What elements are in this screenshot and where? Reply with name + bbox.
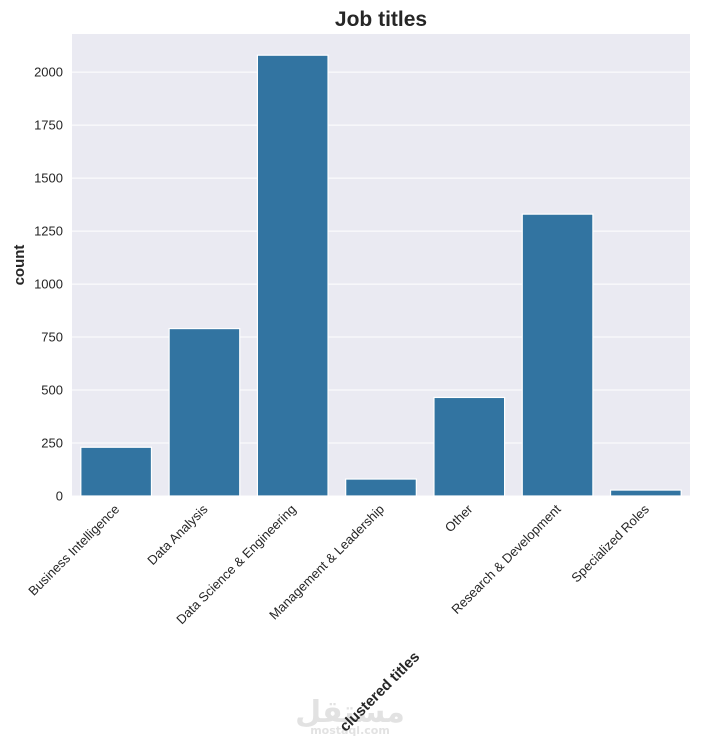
- bar: [80, 446, 153, 497]
- y-tick-label: 1250: [34, 224, 63, 239]
- y-tick-label: 500: [41, 383, 63, 398]
- y-tick-labels: 0 250 500 750 1000 1250 1500 1750 2000: [34, 65, 63, 504]
- x-tick-label: Data Analysis: [144, 501, 211, 568]
- y-tick-label: 1750: [34, 118, 63, 133]
- watermark-arabic: مستقل: [295, 695, 405, 730]
- x-tick-label: Business Intelligence: [25, 502, 122, 599]
- bar: [256, 54, 329, 497]
- plot-area: [72, 34, 690, 496]
- y-tick-label: 2000: [34, 65, 63, 80]
- bar: [168, 327, 241, 497]
- bar: [609, 489, 682, 497]
- y-tick-label: 1500: [34, 171, 63, 186]
- y-tick-label: 250: [41, 436, 63, 451]
- y-tick-label: 750: [41, 330, 63, 345]
- y-tick-label: 0: [56, 489, 63, 504]
- bar: [521, 213, 594, 497]
- y-axis-label: count: [11, 245, 28, 286]
- y-tick-label: 1000: [34, 277, 63, 292]
- bar: [433, 396, 506, 497]
- watermark: مستقل mostaql.com: [295, 695, 405, 737]
- x-tick-label: Other: [442, 501, 476, 535]
- bar: [345, 478, 417, 497]
- x-tick-label: Specialized Roles: [568, 501, 652, 585]
- watermark-latin: mostaql.com: [310, 724, 390, 737]
- bars: [80, 54, 682, 497]
- chart-title: Job titles: [335, 8, 427, 31]
